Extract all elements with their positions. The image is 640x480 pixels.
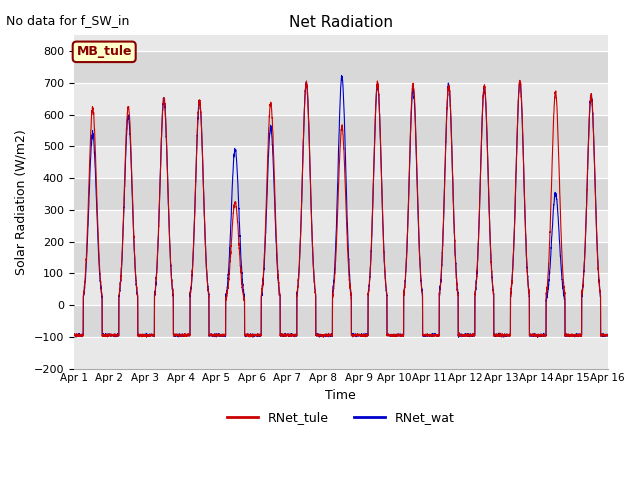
Bar — [74, 178, 608, 210]
Title: Net Radiation: Net Radiation — [289, 15, 393, 30]
Bar — [74, 83, 608, 115]
Bar — [74, 241, 608, 273]
Bar — [74, 337, 608, 369]
Text: MB_tule: MB_tule — [76, 45, 132, 59]
Bar — [74, 115, 608, 146]
Bar — [74, 210, 608, 241]
Bar — [74, 273, 608, 305]
Bar — [74, 305, 608, 337]
Bar — [74, 51, 608, 83]
Bar — [74, 146, 608, 178]
Y-axis label: Solar Radiation (W/m2): Solar Radiation (W/m2) — [15, 129, 28, 275]
Text: No data for f_SW_in: No data for f_SW_in — [6, 14, 130, 27]
X-axis label: Time: Time — [325, 389, 356, 402]
Legend: RNet_tule, RNet_wat: RNet_tule, RNet_wat — [221, 406, 460, 429]
